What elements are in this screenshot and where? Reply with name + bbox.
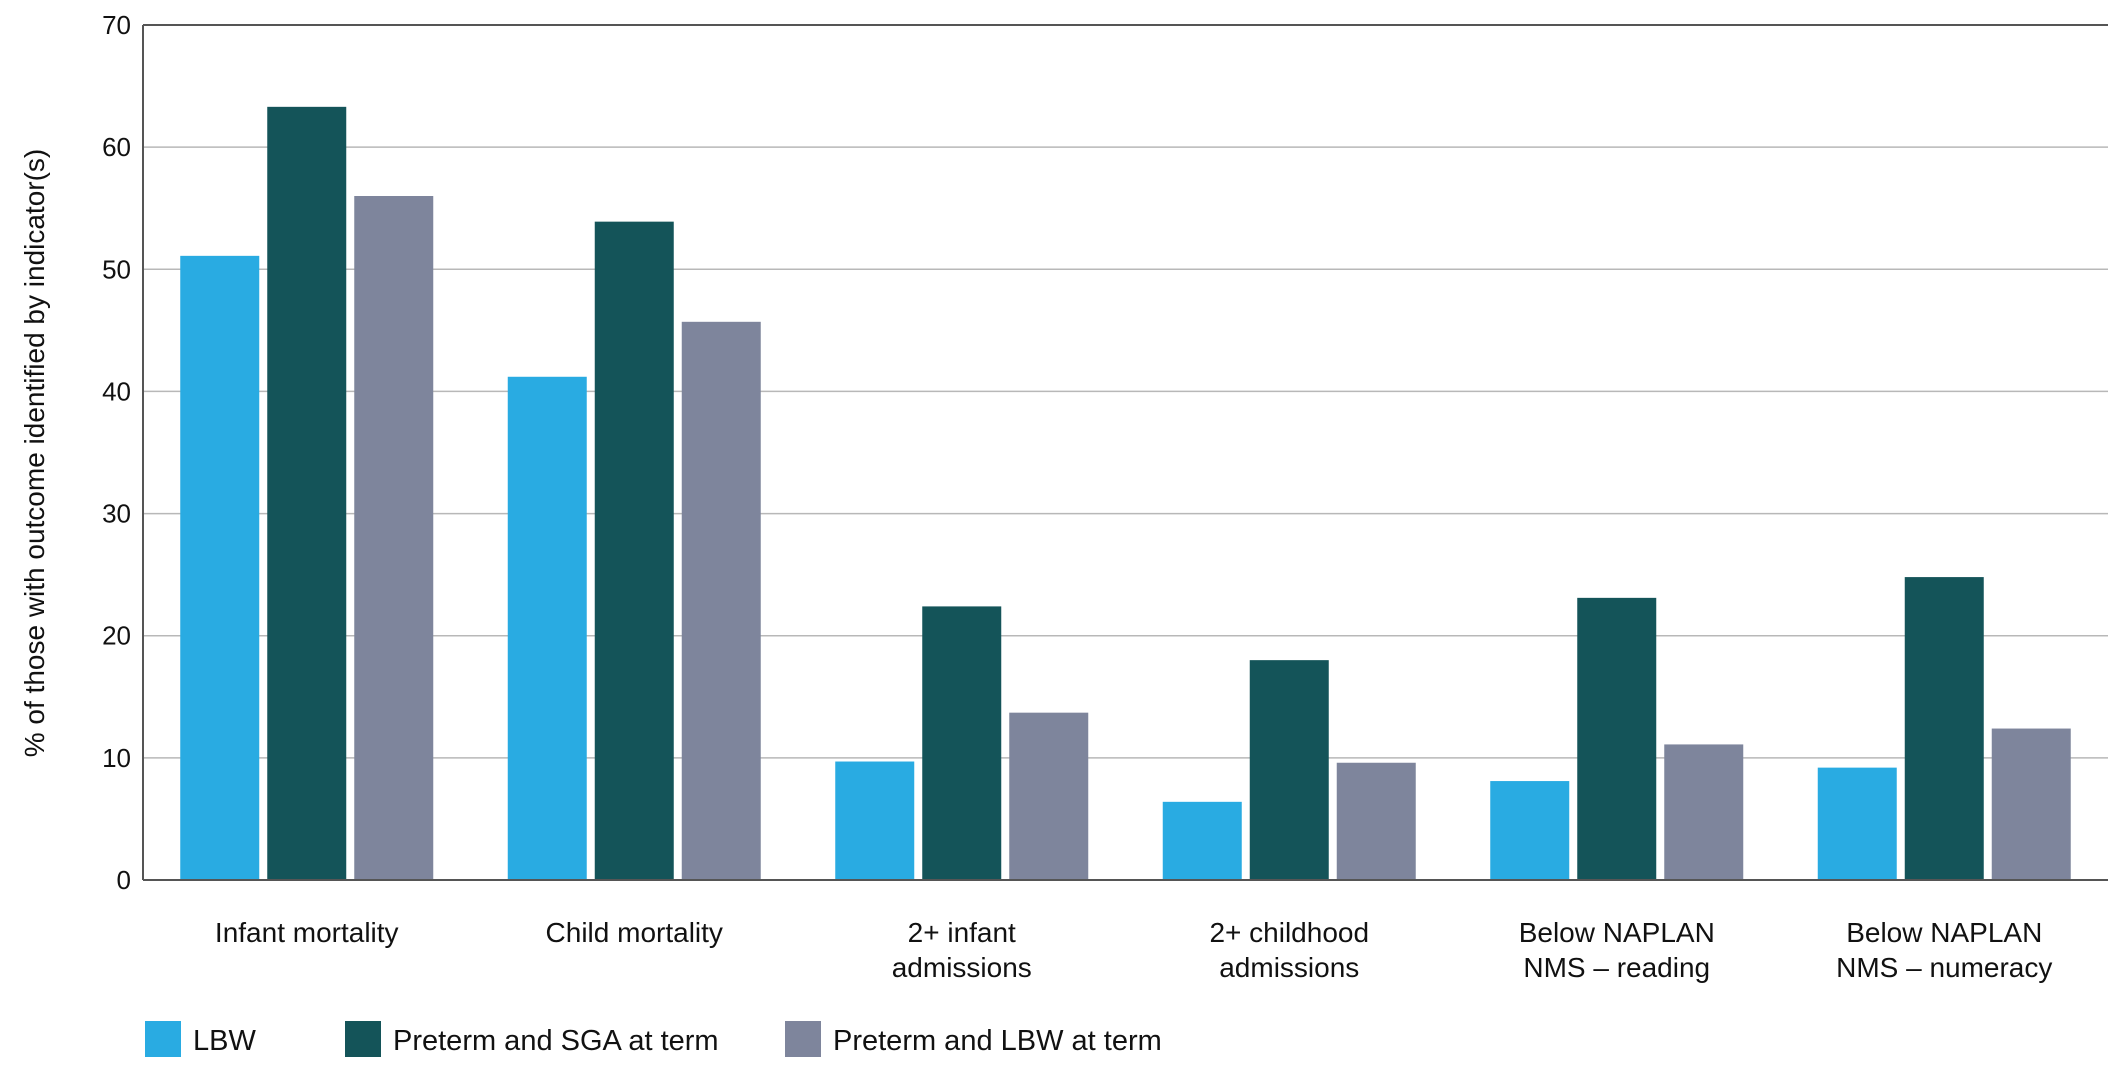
bar-preterm-and-sga-at-term-1: Preterm and SGA at term: 53.9 (594, 221, 674, 880)
legend-label: LBW (193, 1025, 256, 1057)
gridlines (143, 24, 2108, 759)
y-tick-label: 70 (102, 10, 131, 40)
x-category-label: Below NAPLAN NMS – reading (1519, 917, 1715, 983)
bar-lbw-5: LBW: 9.2 (1817, 767, 1897, 880)
x-category-label: Below NAPLAN NMS – numeracy (1836, 917, 2052, 983)
legend: LBW Preterm and SGA at term Preterm and LB… (145, 1021, 1162, 1057)
bar-preterm-and-sga-at-term-3: Preterm and SGA at term: 18 (1249, 660, 1329, 880)
bar-preterm-and-lbw-at-term-1: Preterm and LBW at term: 45.7 (681, 321, 761, 880)
x-category-label-line: Below NAPLAN (1519, 917, 1715, 948)
bar-lbw-2: LBW: 9.7 (835, 761, 915, 880)
legend-label: Preterm and LBW at term (833, 1025, 1162, 1057)
bars: LBW: 51.1Preterm and SGA at term: 63.3Pr… (180, 106, 2071, 881)
y-tick-label: 30 (102, 499, 131, 529)
y-tick-label: 10 (102, 743, 131, 773)
bar-preterm-and-lbw-at-term-2: Preterm and LBW at term: 13.7 (1009, 712, 1089, 880)
x-category-label-line: Infant mortality (215, 917, 399, 948)
bar-preterm-and-sga-at-term-2: Preterm and SGA at term: 22.4 (922, 606, 1002, 880)
x-category-label: Child mortality (546, 917, 723, 948)
x-category-label-line: 2+ infant (908, 917, 1016, 948)
bar-lbw-4: LBW: 8.1 (1490, 781, 1570, 880)
y-tick-label: 60 (102, 132, 131, 162)
bar-lbw-1: LBW: 41.2 (507, 376, 587, 880)
y-tick-label: 0 (117, 865, 131, 895)
bar-preterm-and-sga-at-term-5: Preterm and SGA at term: 24.8 (1904, 577, 1984, 880)
legend-swatch (345, 1021, 381, 1057)
legend-label: Preterm and SGA at term (393, 1025, 719, 1057)
x-category-labels: Infant mortality Child mortality 2+ infant… (215, 917, 2052, 983)
x-category-label: Infant mortality (215, 917, 399, 948)
bar-lbw-0: LBW: 51.1 (180, 255, 260, 881)
legend-swatch (145, 1021, 181, 1057)
bar-preterm-and-sga-at-term-4: Preterm and SGA at term: 23.1 (1577, 597, 1657, 880)
axes (142, 24, 2108, 881)
x-category-label-line: NMS – reading (1523, 952, 1710, 983)
x-category-label-line: NMS – numeracy (1836, 952, 2052, 983)
x-category-label-line: admissions (892, 952, 1032, 983)
y-tick-label: 50 (102, 254, 131, 284)
bar-preterm-and-lbw-at-term-4: Preterm and LBW at term: 11.1 (1664, 744, 1744, 880)
x-category-label: 2+ childhood admissions (1209, 917, 1369, 983)
x-category-label-line: Below NAPLAN (1846, 917, 2042, 948)
y-tick-label: 20 (102, 621, 131, 651)
legend-swatch (785, 1021, 821, 1057)
x-category-label: 2+ infant admissions (892, 917, 1032, 983)
x-category-label-line: admissions (1219, 952, 1359, 983)
bar-preterm-and-lbw-at-term-0: Preterm and LBW at term: 56 (354, 196, 434, 880)
bar-preterm-and-lbw-at-term-3: Preterm and LBW at term: 9.6 (1336, 762, 1416, 880)
x-category-label-line: 2+ childhood (1209, 917, 1369, 948)
bar-lbw-3: LBW: 6.4 (1162, 801, 1242, 880)
bar-preterm-and-sga-at-term-0: Preterm and SGA at term: 63.3 (267, 106, 347, 881)
y-tick-labels: 0 10 20 30 40 50 60 70 (102, 10, 131, 895)
bar-preterm-and-lbw-at-term-5: Preterm and LBW at term: 12.4 (1991, 728, 2071, 880)
x-category-label-line: Child mortality (546, 917, 723, 948)
y-axis-title: % of those with outcome identified by in… (19, 149, 50, 758)
y-tick-label: 40 (102, 376, 131, 406)
